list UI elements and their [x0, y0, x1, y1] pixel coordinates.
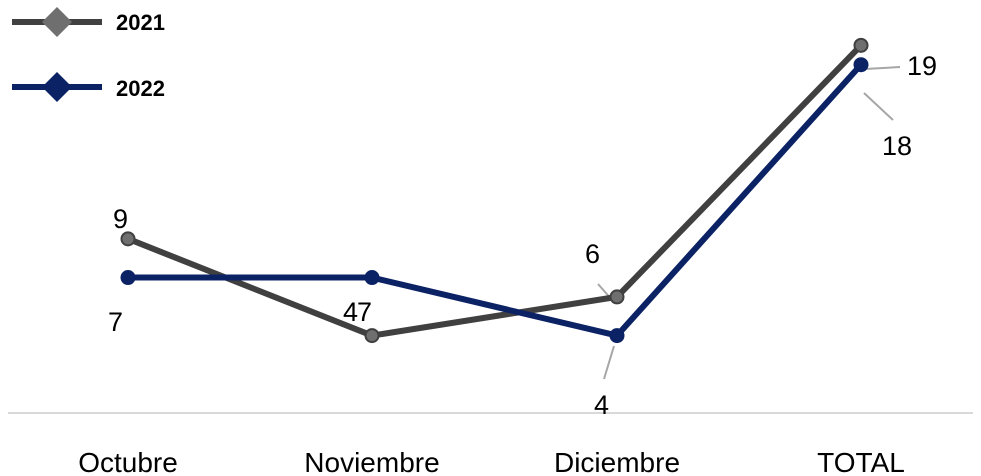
data-point-2022-diciembre: [609, 328, 625, 344]
leader-line-2021-total: [864, 66, 901, 70]
legend-item-2021: 2021: [12, 7, 165, 37]
legend-marker-2021: [42, 7, 72, 37]
tick-label-diciembre: Diciembre: [554, 447, 680, 476]
data-label-2022-total: 18: [882, 131, 912, 161]
series-points-2022: [120, 57, 869, 344]
data-label-2021-total: 19: [907, 51, 937, 81]
data-point-2022-octubre: [120, 270, 136, 286]
data-point-2021-total: [853, 37, 869, 53]
tick-label-total: TOTAL: [817, 447, 905, 476]
data-point-2022-noviembre: [364, 270, 380, 286]
data-label-2021-diciembre: 6: [585, 239, 600, 269]
series-line-2022: [128, 62, 864, 339]
data-point-2022-total: [853, 57, 869, 73]
leader-line-2022-total: [863, 92, 894, 121]
tick-label-noviembre: Noviembre: [304, 447, 439, 476]
data-point-2021-noviembre: [364, 328, 380, 344]
leader-lines: [597, 66, 901, 380]
legend-item-2022: 2022: [12, 72, 165, 102]
data-labels: 9 7 4 7 6 4 19 18: [108, 51, 937, 420]
legend: 2021 2022: [12, 7, 165, 102]
leader-line-2022-diciembre: [603, 345, 615, 380]
x-axis-labels: Octubre Noviembre Diciembre TOTAL: [78, 447, 905, 476]
legend-label-2022: 2022: [116, 76, 165, 101]
series-points-2021: [120, 37, 869, 344]
legend-marker-2022: [42, 72, 72, 102]
data-label-2021-octubre: 9: [113, 204, 128, 234]
data-point-2021-diciembre: [609, 289, 625, 305]
data-label-2022-diciembre: 4: [594, 390, 609, 420]
data-label-2021-noviembre: 4: [343, 297, 358, 327]
legend-label-2021: 2021: [116, 10, 165, 35]
data-label-2022-noviembre: 7: [357, 297, 372, 327]
data-label-2022-octubre: 7: [108, 307, 123, 337]
data-point-2021-octubre: [120, 231, 136, 247]
tick-label-octubre: Octubre: [78, 447, 178, 476]
series-line-2021: [126, 43, 864, 339]
